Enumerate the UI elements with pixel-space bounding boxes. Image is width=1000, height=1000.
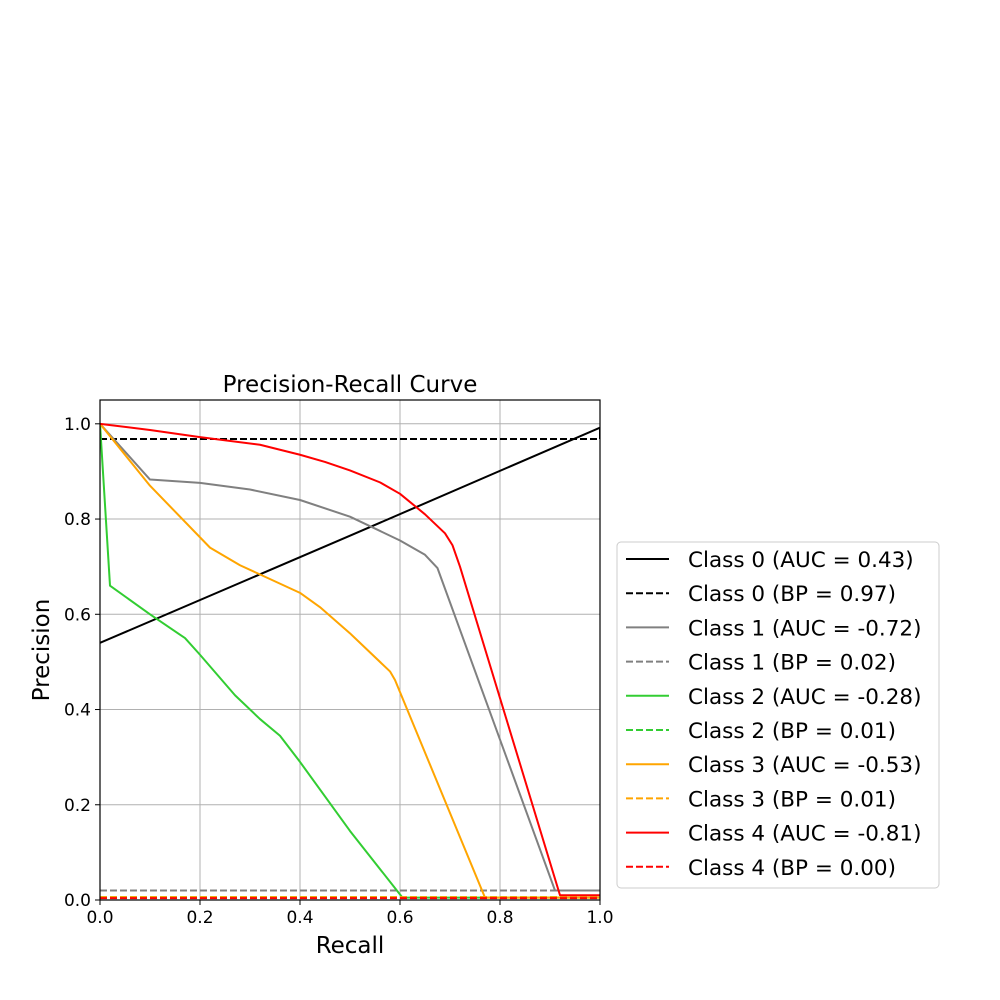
series-line-6 [100,423,600,899]
legend-label-9: Class 4 (BP = 0.00) [688,856,896,881]
axis-ticks: 0.0 0.2 0.4 0.6 0.8 1.0 0.0 0.2 0.4 0.6 0.8 1.0 [64,415,614,928]
y-tick-label: 0.6 [64,605,91,625]
y-tick-label: 0.2 [64,796,91,816]
legend-label-5: Class 2 (BP = 0.01) [688,719,896,744]
legend-label-3: Class 1 (BP = 0.02) [688,651,896,676]
legend-label-2: Class 1 (AUC = -0.72) [688,616,921,641]
series-line-4 [100,423,600,899]
series-layer [100,422,600,900]
x-tick-label: 0.6 [386,908,413,928]
series-group [100,422,600,900]
legend-label-1: Class 0 (BP = 0.97) [688,582,896,607]
y-tick-label: 0.8 [64,510,91,530]
x-tick-label: 0.2 [186,908,213,928]
x-tick-label: 0.0 [86,908,113,928]
series-line-2 [100,423,600,892]
legend-label-7: Class 3 (BP = 0.01) [688,787,896,812]
y-tick-label: 0.4 [64,701,91,721]
series-line-0 [100,426,600,644]
x-tick-label: 1.0 [586,908,613,928]
y-tick-label: 1.0 [64,415,91,435]
series-line-8 [100,422,600,897]
x-axis-label: Recall [316,933,385,959]
legend-box [616,541,940,889]
x-tick-label: 0.4 [286,908,313,928]
plot-frame [99,399,601,901]
x-tick-label: 0.8 [486,908,513,928]
legend-label-4: Class 2 (AUC = -0.28) [688,685,921,710]
legend-label-8: Class 4 (AUC = -0.81) [688,822,921,847]
legend-label-0: Class 0 (AUC = 0.43) [688,548,914,573]
legend-label-6: Class 3 (AUC = -0.53) [688,753,921,778]
grid-lines [99,400,601,901]
chart-title: Precision-Recall Curve [223,372,478,398]
y-axis-label: Precision [29,599,55,702]
y-tick-label: 0.0 [64,891,91,911]
legend: Class 0 (AUC = 0.43) Class 0 (BP = 0.97) C… [616,541,940,889]
